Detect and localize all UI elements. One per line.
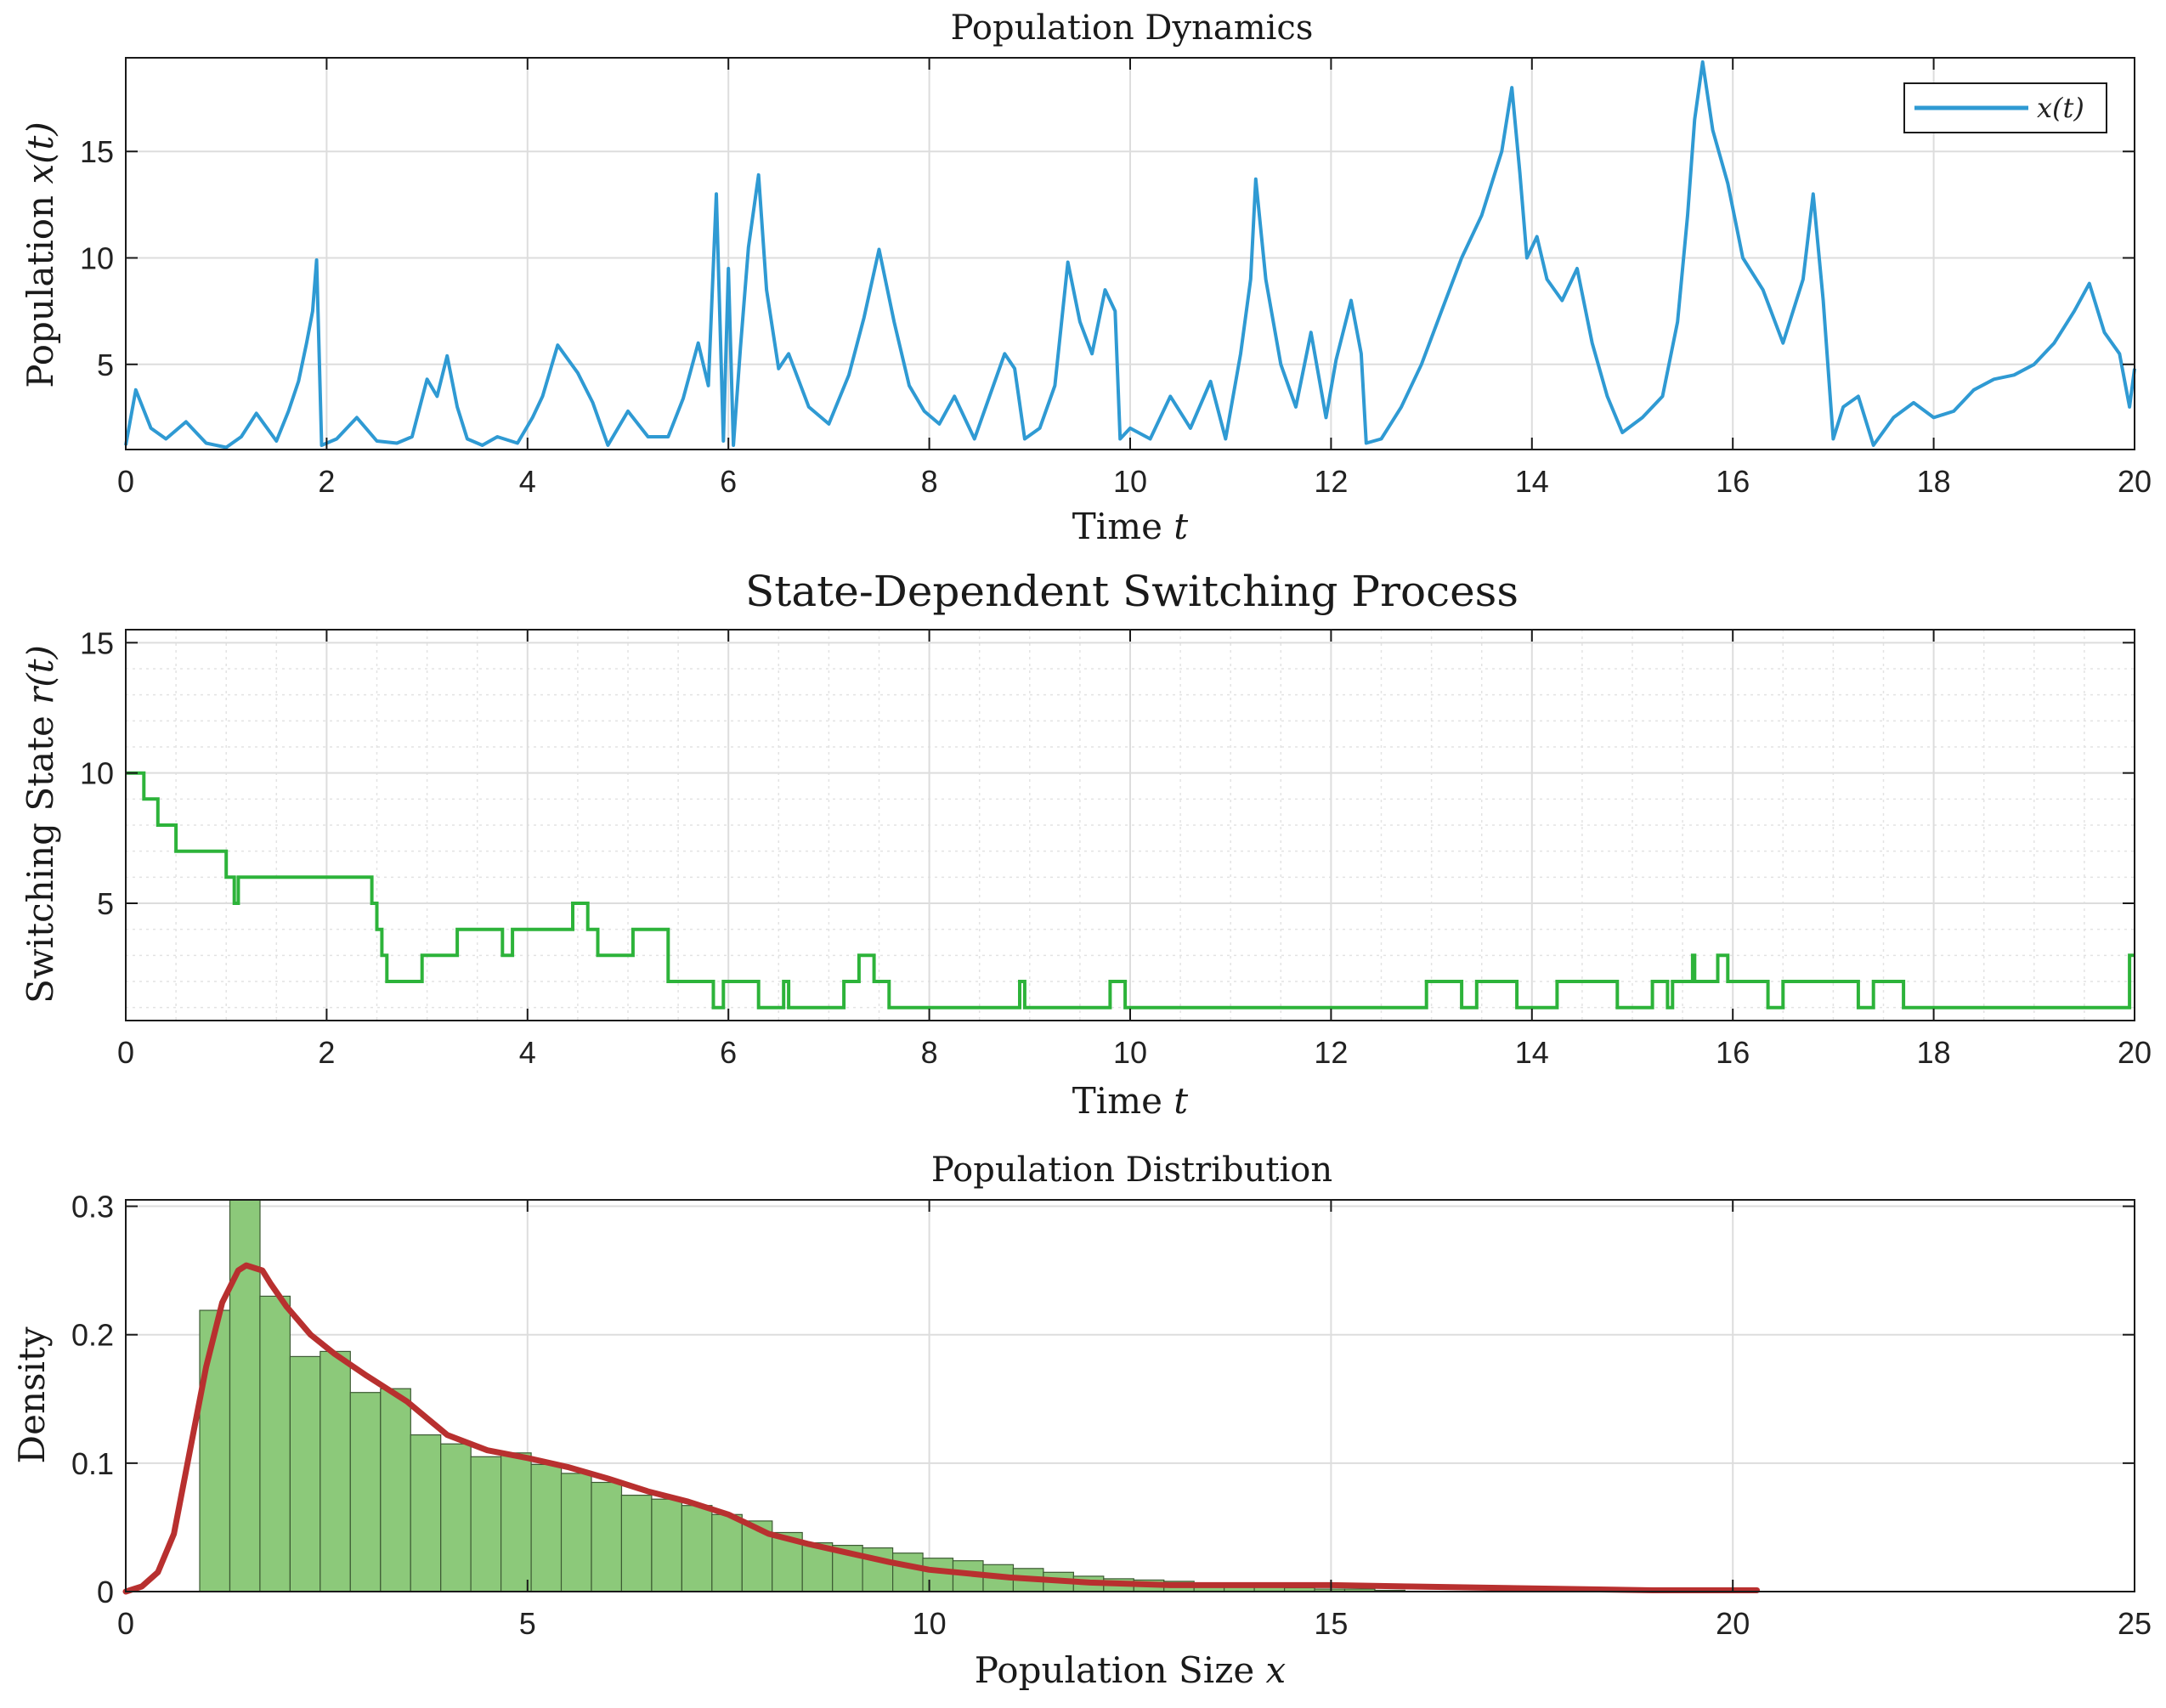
histogram-bar <box>681 1505 713 1592</box>
switching-y-tick-label: 10 <box>80 756 114 791</box>
histogram-bar <box>259 1295 291 1592</box>
population-ylabel-text: Population <box>20 195 61 388</box>
switching-ylabel: Switching State r(t) <box>20 645 61 1004</box>
histogram-bar <box>560 1473 592 1592</box>
histogram-bar <box>410 1434 442 1592</box>
population-x-tick-label: 0 <box>117 464 134 499</box>
distribution-ticks: 0 5 10 15 20 25 0 0.1 0.2 0.3 <box>71 1190 2152 1641</box>
histogram-bar <box>289 1355 321 1592</box>
distribution-x-tick-label: 20 <box>1716 1606 1750 1641</box>
histogram-bar <box>380 1388 411 1592</box>
distribution-xlabel-var: x <box>1266 1649 1287 1691</box>
distribution-x-tick-label: 5 <box>519 1606 536 1641</box>
population-x-tick-label: 4 <box>519 464 536 499</box>
switching-x-tick-label: 18 <box>1917 1035 1951 1070</box>
switching-series <box>126 771 2135 1010</box>
switching-x-tick-label: 4 <box>519 1035 536 1070</box>
switching-x-tick-label: 0 <box>117 1035 134 1070</box>
distribution-xlabel-text: Population Size <box>975 1649 1254 1691</box>
distribution-x-tick-label: 10 <box>913 1606 947 1641</box>
histogram-bar <box>229 1199 261 1592</box>
population-x-tick-label: 20 <box>2118 464 2152 499</box>
distribution-y-tick-label: 0.3 <box>71 1190 114 1224</box>
legend-label: x(t) <box>2037 92 2084 124</box>
distribution-x-tick-label: 25 <box>2118 1606 2152 1641</box>
histogram-bar <box>651 1498 683 1592</box>
population-x-tick-label: 6 <box>720 464 737 499</box>
histogram-bar <box>470 1456 502 1592</box>
density-curve-group <box>122 1262 1761 1595</box>
switching-process-title: State-Dependent Switching Process <box>745 567 1518 616</box>
population-y-tick-label: 5 <box>97 348 114 382</box>
population-ylabel: Population x(t) <box>20 122 61 388</box>
switching-xlabel: Time t <box>1072 1080 1189 1122</box>
population-ylabel-var: x(t) <box>20 122 61 184</box>
switching-ylabel-var: r(t) <box>20 645 61 704</box>
population-distribution-title: Population Distribution <box>931 1151 1332 1190</box>
population-dynamics-panel: Population Dynamics 0 2 4 6 8 10 12 14 16 18 20 5 10… <box>20 8 2152 547</box>
distribution-y-tick-label: 0.2 <box>71 1318 114 1353</box>
histogram-bar <box>320 1350 351 1592</box>
switching-xlabel-text: Time <box>1072 1080 1162 1122</box>
histogram-bar <box>349 1392 382 1592</box>
population-legend: x(t) <box>1903 82 2107 133</box>
population-x-tick-label: 14 <box>1515 464 1549 499</box>
histogram-bar <box>891 1552 924 1592</box>
population-y-tick-label: 15 <box>80 134 114 169</box>
population-distribution-panel: Population Distribution 0 5 10 15 20 25 0 0.1 0.… <box>11 1151 2152 1691</box>
histogram-bar <box>530 1463 563 1592</box>
histogram-bar <box>620 1494 653 1592</box>
population-x-tick-label: 10 <box>1113 464 1147 499</box>
population-dynamics-title: Population Dynamics <box>951 8 1314 48</box>
distribution-xlabel: Population Size x <box>975 1649 1287 1691</box>
distribution-x-tick-label: 0 <box>117 1606 134 1641</box>
population-xlabel-text: Time <box>1072 506 1162 547</box>
switching-x-tick-label: 16 <box>1716 1035 1750 1070</box>
switching-y-tick-label: 15 <box>80 625 114 660</box>
switching-xlabel-var: t <box>1173 1080 1188 1122</box>
histogram-bar <box>922 1558 954 1592</box>
histogram-bar <box>711 1513 743 1592</box>
population-line <box>124 60 2136 450</box>
population-y-tick-label: 10 <box>80 241 114 276</box>
population-x-tick-label: 16 <box>1716 464 1750 499</box>
switching-x-tick-label: 10 <box>1113 1035 1147 1070</box>
switching-ylabel-text: Switching State <box>20 715 61 1004</box>
distribution-axes-box <box>125 1199 2135 1592</box>
population-x-tick-label: 18 <box>1917 464 1951 499</box>
population-ticks: 0 2 4 6 8 10 12 14 16 18 20 5 10 15 <box>80 58 2152 499</box>
density-curve <box>122 1262 1761 1595</box>
switching-x-tick-label: 8 <box>921 1035 938 1070</box>
population-xlabel: Time t <box>1072 506 1189 547</box>
histogram-bar <box>440 1443 472 1592</box>
distribution-ylabel: Density <box>11 1326 53 1463</box>
switching-process-panel: State-Dependent Switching Process 0 2 4 6 8 1… <box>20 567 2152 1122</box>
switching-step-line <box>126 771 2135 1010</box>
distribution-x-tick-label: 15 <box>1314 1606 1348 1641</box>
histogram-bar <box>199 1309 231 1592</box>
histogram-bar <box>500 1452 532 1592</box>
switching-y-tick-label: 5 <box>97 886 114 921</box>
population-x-tick-label: 12 <box>1314 464 1348 499</box>
switching-x-tick-label: 20 <box>2118 1035 2152 1070</box>
population-series <box>124 60 2136 450</box>
distribution-y-tick-label: 0.1 <box>71 1446 114 1481</box>
switching-ticks: 0 2 4 6 8 10 12 14 16 18 20 5 10 15 <box>80 625 2152 1070</box>
switching-x-tick-label: 12 <box>1314 1035 1348 1070</box>
population-x-tick-label: 2 <box>318 464 335 499</box>
population-xlabel-var: t <box>1173 506 1188 547</box>
histogram-bar <box>591 1481 623 1592</box>
population-x-tick-label: 8 <box>921 464 938 499</box>
switching-x-tick-label: 14 <box>1515 1035 1549 1070</box>
switching-x-tick-label: 2 <box>318 1035 335 1070</box>
histogram-bar <box>741 1520 773 1592</box>
switching-x-tick-label: 6 <box>720 1035 737 1070</box>
distribution-y-tick-label: 0 <box>97 1575 114 1609</box>
